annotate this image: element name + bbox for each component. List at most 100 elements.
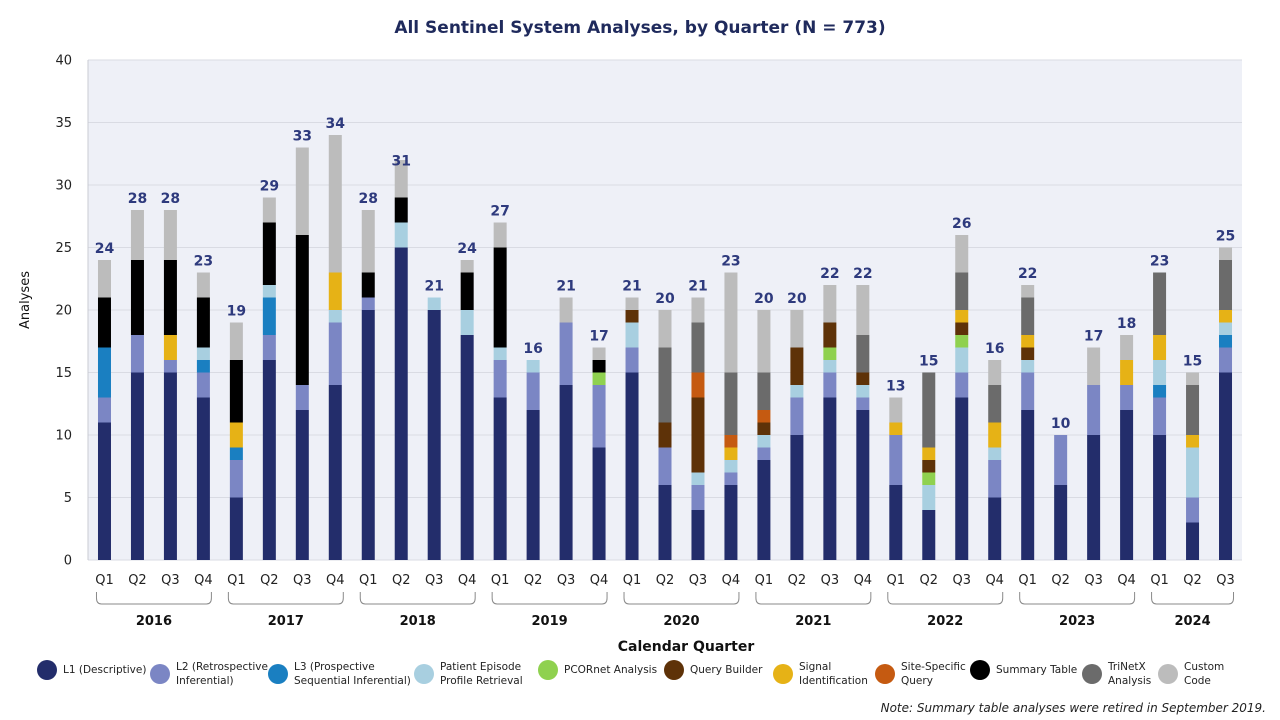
x-tick-label: Q3: [689, 573, 708, 588]
bar-total-label: 21: [424, 279, 443, 295]
bar-segment: [394, 160, 408, 198]
x-tick-label: Q1: [95, 573, 114, 588]
x-tick-label: Q1: [227, 573, 246, 588]
bar-segment: [955, 310, 969, 323]
year-bracket: [1151, 592, 1235, 605]
x-tick-label: Q4: [1117, 573, 1136, 588]
x-tick-label: Q3: [557, 573, 576, 588]
x-tick-label: Q2: [260, 573, 279, 588]
year-label: 2020: [663, 614, 699, 629]
bar-segment: [691, 372, 705, 398]
bar-segment: [955, 322, 969, 335]
bar-total-label: 23: [1150, 254, 1169, 270]
bar-segment: [1054, 485, 1068, 560]
legend-swatch: [268, 664, 288, 684]
bar-segment: [1021, 297, 1035, 335]
bar-segment: [163, 335, 177, 360]
year-bracket: [887, 592, 1004, 605]
bar-segment: [1219, 372, 1233, 560]
y-tick-label: 5: [64, 491, 72, 506]
y-tick-label: 35: [55, 116, 72, 131]
bar-segment: [394, 222, 408, 248]
legend-label: TriNetX Analysis: [1108, 661, 1152, 687]
y-tick-label: 30: [55, 179, 72, 194]
bar-segment: [823, 322, 837, 348]
legend-item: L2 (Retrospective Inferential): [150, 660, 268, 688]
bar-segment: [196, 397, 210, 560]
bar-total-label: 34: [326, 116, 346, 132]
year-label: 2023: [1059, 614, 1095, 629]
legend-item: Summary Table: [970, 660, 1077, 680]
bars: [97, 135, 1233, 560]
bar-segment: [1219, 335, 1233, 348]
bar-total-label: 24: [95, 241, 115, 257]
bar-segment: [1186, 447, 1200, 498]
bar-segment: [955, 372, 969, 398]
bar-total-label: 18: [1117, 316, 1136, 332]
bar-segment: [493, 397, 507, 560]
year-groups: 2016 2017 2018 2019 2020 2021 2022 2023 2024: [95, 592, 1235, 629]
bar-segment: [658, 447, 672, 485]
bar-total-label: 20: [655, 291, 675, 307]
legend-item: PCORnet Analysis: [538, 660, 657, 680]
bar-segment: [823, 347, 837, 360]
bar-total-label: 29: [260, 179, 279, 195]
year-label: 2017: [268, 614, 304, 629]
bar-total-label: 28: [359, 191, 378, 207]
x-tick-label: Q3: [293, 573, 312, 588]
bar-segment: [262, 360, 276, 560]
bar-total-label: 28: [128, 191, 147, 207]
x-tick-label: Q3: [1084, 573, 1103, 588]
bar-segment: [559, 385, 573, 560]
bar-segment: [988, 497, 1002, 560]
bar-segment: [328, 322, 342, 385]
bar-segment: [1219, 247, 1233, 260]
bar-segment: [1219, 322, 1233, 335]
bar-total-label: 22: [1018, 266, 1037, 282]
legend-item: TriNetX Analysis: [1082, 660, 1151, 688]
legend-label: L1 (Descriptive): [63, 664, 147, 676]
bar-segment: [757, 460, 771, 560]
bar-segment: [724, 435, 738, 448]
bar-segment: [229, 360, 243, 423]
bar-segment: [97, 297, 111, 348]
bar-segment: [889, 422, 903, 435]
x-tick-label: Q2: [1183, 573, 1202, 588]
bar-segment: [1120, 335, 1134, 360]
bar-segment: [625, 297, 639, 310]
bar-total-label: 21: [556, 279, 575, 295]
bar-segment: [988, 447, 1002, 460]
x-tick-label: Q1: [1150, 573, 1169, 588]
bar-segment: [1021, 285, 1035, 298]
bar-segment: [625, 310, 639, 323]
x-tick-label: Q3: [425, 573, 444, 588]
bar-segment: [295, 410, 309, 560]
x-tick-label: Q1: [755, 573, 774, 588]
x-tick-label: Q2: [656, 573, 675, 588]
bar-segment: [658, 422, 672, 448]
x-tick-label: Q2: [392, 573, 411, 588]
bar-segment: [1021, 335, 1035, 348]
bar-segment: [361, 272, 375, 298]
year-label: 2021: [795, 614, 831, 629]
x-tick-label: Q4: [590, 573, 609, 588]
bar-segment: [757, 447, 771, 460]
bar-segment: [1087, 435, 1101, 560]
bar-segment: [757, 410, 771, 423]
bar-segment: [1054, 435, 1068, 485]
bar-total-label: 21: [688, 279, 707, 295]
bar-segment: [889, 485, 903, 560]
x-tick-label: Q2: [920, 573, 939, 588]
bar-segment: [856, 285, 870, 335]
bar-total-label: 16: [523, 341, 542, 357]
bar-segment: [1120, 385, 1134, 410]
bar-segment: [1153, 385, 1167, 398]
bar-total-label: 17: [589, 329, 608, 345]
bar-segment: [1120, 410, 1134, 560]
bar-segment: [988, 385, 1002, 423]
x-tick-label: Q3: [952, 573, 971, 588]
bar-segment: [196, 272, 210, 298]
year-label: 2022: [927, 614, 963, 629]
bar-segment: [229, 322, 243, 360]
